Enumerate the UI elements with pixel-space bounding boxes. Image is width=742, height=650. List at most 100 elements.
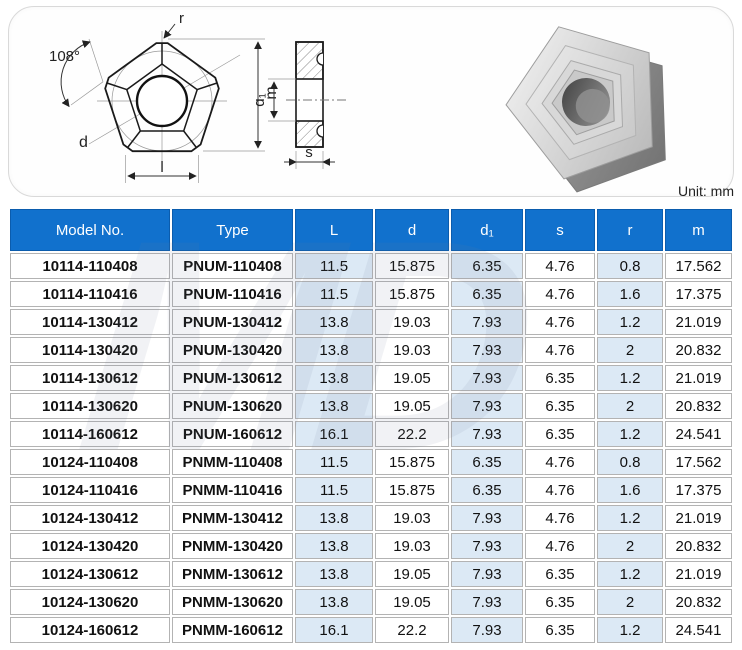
value-cell: 1.6 [597,281,663,307]
value-cell: 15.875 [375,477,449,503]
model-no-cell: 10114-160612 [10,421,170,447]
label-angle: 108° [49,48,80,65]
type-cell: PNMM-130412 [172,505,293,531]
type-cell: PNUM-160612 [172,421,293,447]
value-cell: 19.03 [375,337,449,363]
value-cell: 19.03 [375,533,449,559]
value-cell: 24.541 [665,617,732,643]
value-cell: 17.375 [665,477,732,503]
value-cell: 0.8 [597,449,663,475]
value-cell: 19.03 [375,309,449,335]
value-cell: 21.019 [665,309,732,335]
value-cell: 7.93 [451,561,523,587]
insert-3d-render [505,26,666,193]
value-cell: 6.35 [451,477,523,503]
value-cell: 15.875 [375,281,449,307]
value-cell: 15.875 [375,253,449,279]
value-cell: 2 [597,337,663,363]
value-cell: 21.019 [665,561,732,587]
model-no-cell: 10114-130420 [10,337,170,363]
value-cell: 20.832 [665,393,732,419]
model-no-cell: 10124-130412 [10,505,170,531]
value-cell: 13.8 [295,561,373,587]
value-cell: 15.875 [375,449,449,475]
table-row: 10124-110408 PNMM-110408 11.5 15.875 6.35 4.7… [10,449,732,475]
value-cell: 6.35 [451,281,523,307]
value-cell: 4.76 [525,253,595,279]
model-no-cell: 10114-110408 [10,253,170,279]
value-cell: 16.1 [295,617,373,643]
value-cell: 6.35 [525,561,595,587]
side-view-drawing: d₁ s [256,41,348,169]
type-cell: PNMM-160612 [172,617,293,643]
table-row: 10114-160612 PNUM-160612 16.1 22.2 7.93 6.35 1… [10,421,732,447]
label-l: l [160,159,163,176]
value-cell: 6.35 [451,253,523,279]
unit-label: Unit: mm [678,183,734,199]
column-header-3: d [375,209,449,251]
type-cell: PNMM-130620 [172,589,293,615]
value-cell: 4.76 [525,309,595,335]
type-cell: PNUM-110416 [172,281,293,307]
value-cell: 13.8 [295,533,373,559]
value-cell: 13.8 [295,365,373,391]
value-cell: 13.8 [295,505,373,531]
value-cell: 7.93 [451,393,523,419]
diagram-panel: r 108° d m l [8,6,734,199]
value-cell: 19.05 [375,393,449,419]
value-cell: 20.832 [665,533,732,559]
table-row: 10114-110416 PNUM-110416 11.5 15.875 6.35 4.7… [10,281,732,307]
table-row: 10114-130612 PNUM-130612 13.8 19.05 7.93 6.35… [10,365,732,391]
type-cell: PNMM-110408 [172,449,293,475]
table-row: 10114-130620 PNUM-130620 13.8 19.05 7.93 6.35… [10,393,732,419]
column-header-5: s [525,209,595,251]
table-row: 10124-130412 PNMM-130412 13.8 19.03 7.93 4.76… [10,505,732,531]
value-cell: 7.93 [451,365,523,391]
value-cell: 13.8 [295,393,373,419]
table-row: 10124-130612 PNMM-130612 13.8 19.05 7.93 6.35… [10,561,732,587]
column-header-7: m [665,209,732,251]
value-cell: 19.05 [375,561,449,587]
column-header-6: r [597,209,663,251]
value-cell: 2 [597,393,663,419]
value-cell: 6.35 [525,617,595,643]
value-cell: 22.2 [375,617,449,643]
value-cell: 22.2 [375,421,449,447]
table-row: 10114-110408 PNUM-110408 11.5 15.875 6.35 4.7… [10,253,732,279]
label-r: r [179,10,184,27]
table-body: 10114-110408 PNUM-110408 11.5 15.875 6.35 4.7… [10,253,732,643]
table-row: 10114-130412 PNUM-130412 13.8 19.03 7.93 4.76… [10,309,732,335]
type-cell: PNUM-110408 [172,253,293,279]
value-cell: 6.35 [525,365,595,391]
value-cell: 11.5 [295,477,373,503]
value-cell: 7.93 [451,337,523,363]
value-cell: 7.93 [451,617,523,643]
value-cell: 1.2 [597,561,663,587]
column-header-1: Type [172,209,293,251]
value-cell: 19.05 [375,589,449,615]
label-s: s [305,144,313,161]
value-cell: 11.5 [295,253,373,279]
column-header-4: d₁ [451,209,523,251]
type-cell: PNMM-130420 [172,533,293,559]
model-no-cell: 10124-130420 [10,533,170,559]
type-cell: PNMM-130612 [172,561,293,587]
type-cell: PNMM-110416 [172,477,293,503]
type-cell: PNUM-130412 [172,309,293,335]
model-no-cell: 10124-160612 [10,617,170,643]
front-view-drawing: r 108° d m l [49,10,279,183]
value-cell: 7.93 [451,533,523,559]
value-cell: 1.2 [597,365,663,391]
value-cell: 1.6 [597,477,663,503]
value-cell: 20.832 [665,337,732,363]
model-no-cell: 10124-110416 [10,477,170,503]
value-cell: 4.76 [525,533,595,559]
value-cell: 1.2 [597,505,663,531]
value-cell: 13.8 [295,309,373,335]
value-cell: 6.35 [451,449,523,475]
value-cell: 4.76 [525,337,595,363]
value-cell: 13.8 [295,337,373,363]
